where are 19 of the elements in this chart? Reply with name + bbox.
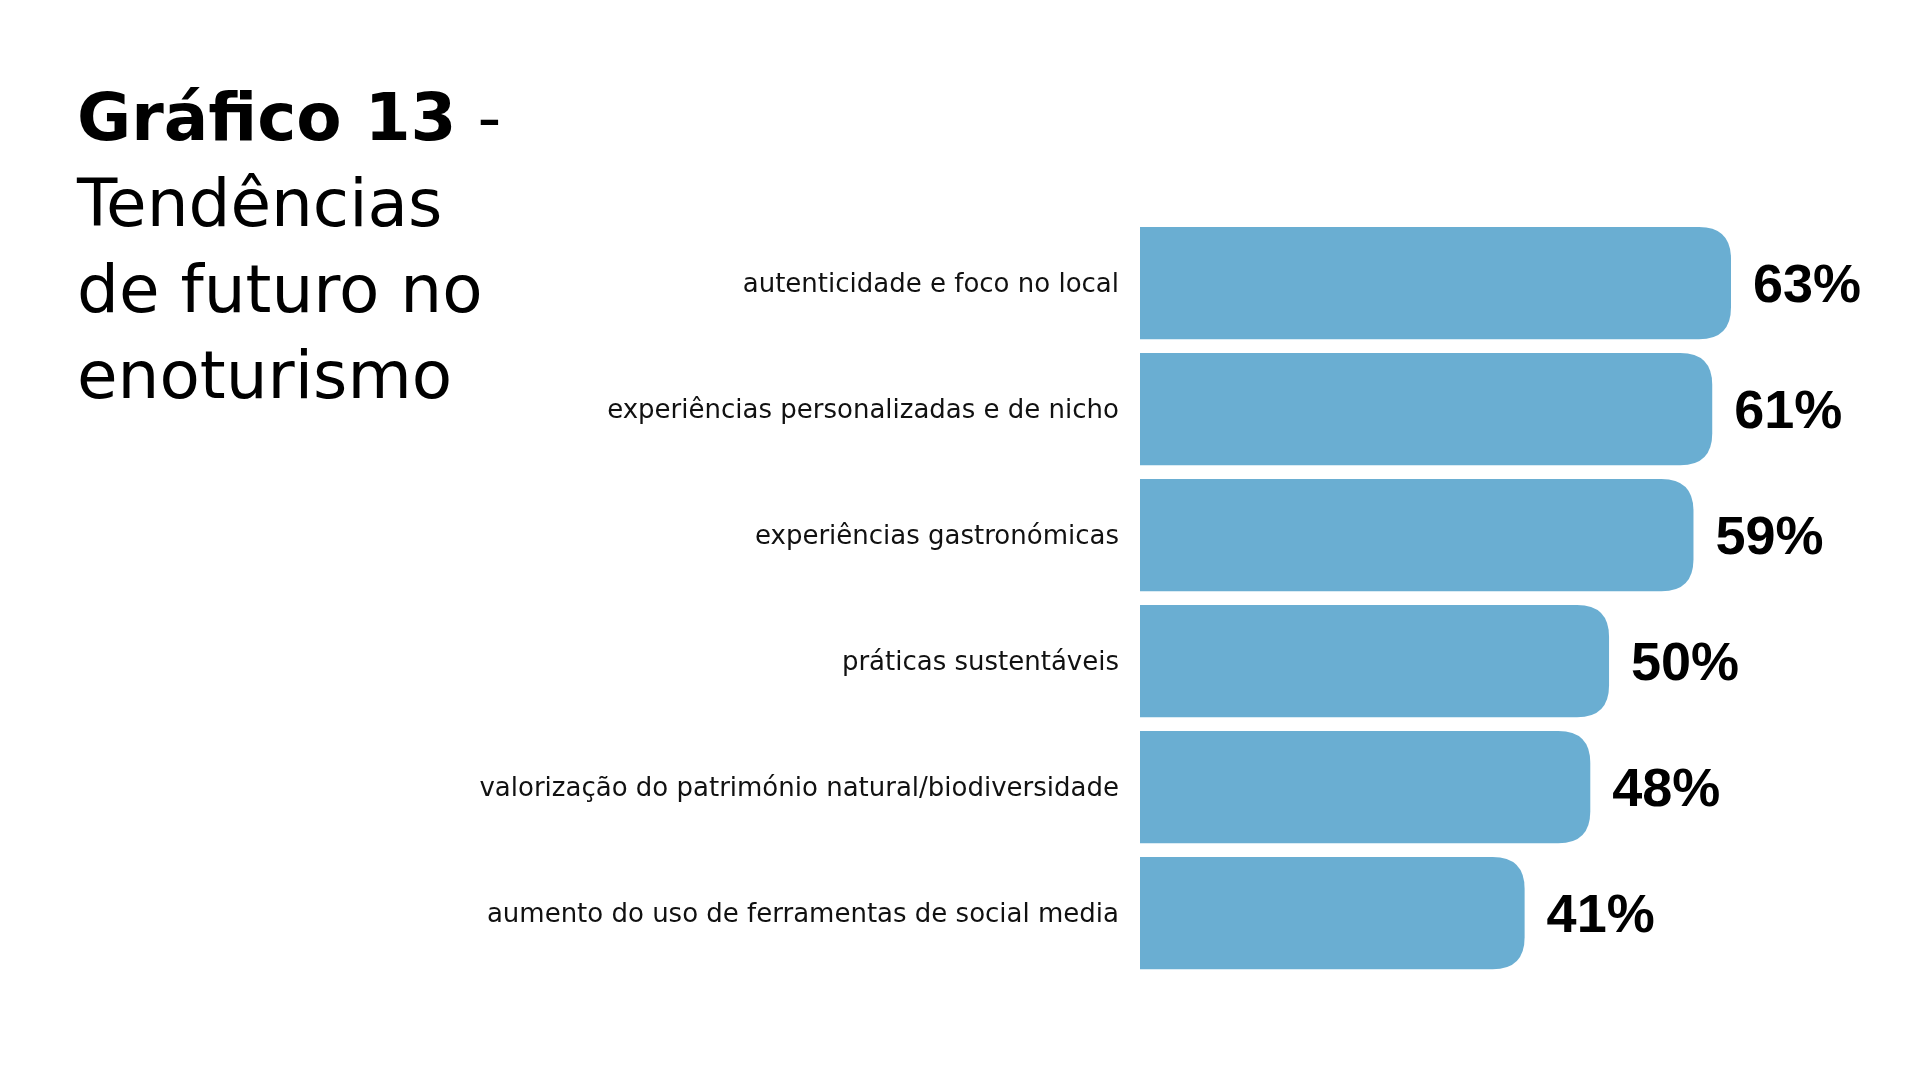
bar	[1140, 479, 1694, 592]
bar	[1140, 227, 1731, 340]
bar	[1140, 605, 1610, 718]
data-label: 41%	[1546, 882, 1655, 943]
data-label: 59%	[1715, 504, 1824, 565]
data-label: 50%	[1631, 630, 1740, 691]
data-label: 63%	[1753, 252, 1862, 313]
y-tick-label: aumento do uso de ferramentas de social media	[486, 898, 1119, 929]
bar	[1140, 857, 1525, 970]
y-tick-label: práticas sustentáveis	[841, 646, 1119, 677]
bar	[1140, 731, 1591, 844]
y-tick-label: valorização do património natural/biodiversidade	[479, 772, 1119, 803]
bar	[1140, 353, 1713, 466]
text: Gráfico 13 - Tendências de futuro no enoturismo	[76, 79, 502, 414]
y-tick-label: autenticidade e foco no local	[742, 268, 1119, 299]
data-label: 61%	[1734, 378, 1843, 439]
y-tick-label: experiências personalizadas e de nicho	[607, 394, 1119, 425]
y-tick-label: experiências gastronómicas	[755, 520, 1119, 551]
data-label: 48%	[1612, 756, 1721, 817]
